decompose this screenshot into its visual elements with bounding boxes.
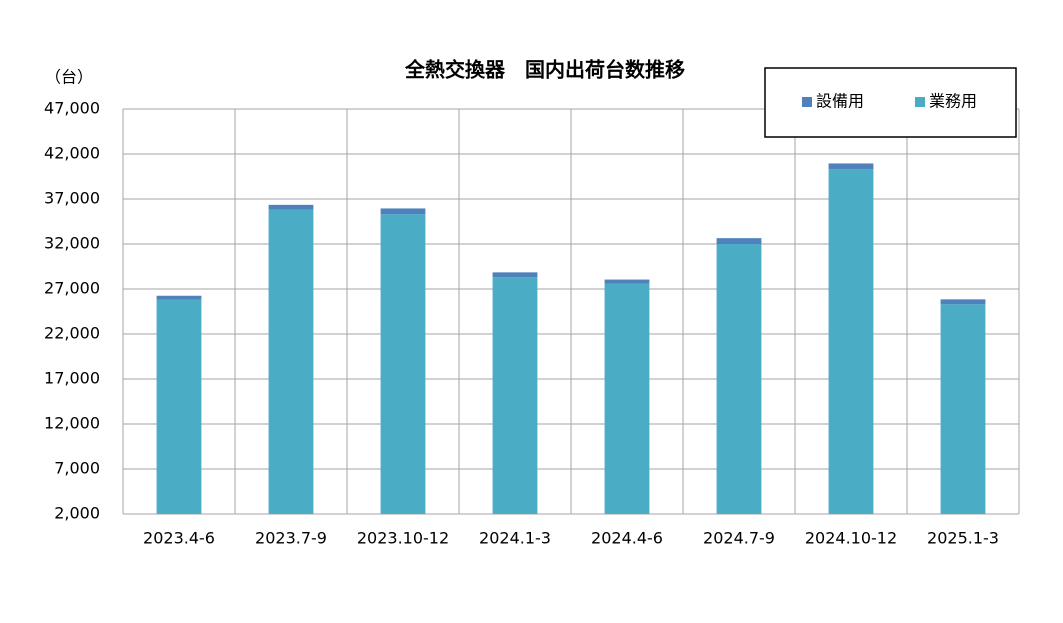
legend-swatch <box>802 97 812 107</box>
bar-segment <box>492 277 538 514</box>
bar-segment <box>268 204 314 210</box>
y-tick-label: 37,000 <box>44 189 100 208</box>
bar-segment <box>716 244 762 514</box>
bar-segment <box>940 304 986 514</box>
y-tick-label: 2,000 <box>54 504 100 523</box>
x-tick-label: 2025.1-3 <box>927 529 999 548</box>
y-tick-label: 27,000 <box>44 279 100 298</box>
x-tick-label: 2024.4-6 <box>591 529 663 548</box>
bar-segment <box>604 279 650 284</box>
bar-segment <box>380 208 426 215</box>
x-tick-label: 2024.10-12 <box>805 529 897 548</box>
y-tick-label: 42,000 <box>44 144 100 163</box>
bar-segment <box>268 209 314 515</box>
y-tick-label: 17,000 <box>44 369 100 388</box>
y-tick-label: 32,000 <box>44 234 100 253</box>
y-tick-label: 22,000 <box>44 324 100 343</box>
bar-segment <box>828 169 874 515</box>
legend-swatch <box>915 97 925 107</box>
x-tick-label: 2023.10-12 <box>357 529 449 548</box>
x-tick-label: 2024.1-3 <box>479 529 551 548</box>
bar-segment <box>716 238 762 244</box>
y-tick-label: 47,000 <box>44 99 100 118</box>
bar-segment <box>492 272 538 278</box>
x-tick-label: 2024.7-9 <box>703 529 775 548</box>
x-tick-label: 2023.7-9 <box>255 529 327 548</box>
bar-segment <box>380 214 426 515</box>
legend-label: 設備用 <box>816 92 864 111</box>
bar-segment <box>604 283 650 514</box>
bar-segment <box>156 295 202 300</box>
bar-segment <box>156 299 202 514</box>
chart-title: 全熱交換器 国内出荷台数推移 <box>404 58 685 82</box>
x-tick-label: 2023.4-6 <box>143 529 215 548</box>
y-unit-label: （台） <box>45 68 93 87</box>
bar-segment <box>828 163 874 170</box>
bar-segment <box>940 299 986 305</box>
y-tick-label: 12,000 <box>44 414 100 433</box>
legend-label: 業務用 <box>929 92 977 111</box>
y-tick-label: 7,000 <box>54 459 100 478</box>
